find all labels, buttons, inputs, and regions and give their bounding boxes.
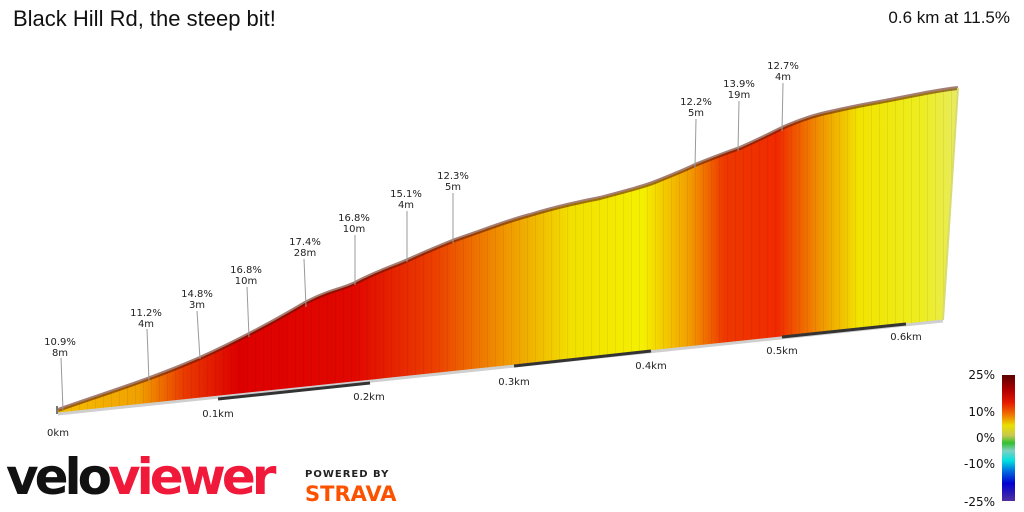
svg-text:4m: 4m: [398, 200, 414, 211]
legend-label: 0%: [975, 431, 995, 445]
powered-by-label: POWERED BY: [305, 469, 390, 480]
annotation: 15.1% 4m: [390, 189, 422, 211]
x-tick: 0.5km: [766, 346, 797, 357]
legend-label: -10%: [963, 457, 995, 471]
svg-text:19m: 19m: [728, 90, 750, 101]
annotation: 16.8% 10m: [338, 213, 370, 235]
legend-label: 10%: [968, 405, 995, 419]
annotation: 11.2% 4m: [130, 308, 162, 330]
x-tick: 0.6km: [890, 332, 921, 343]
svg-text:16.8%: 16.8%: [338, 213, 370, 224]
annotation: 16.8% 10m: [230, 265, 262, 287]
svg-text:4m: 4m: [138, 319, 154, 330]
annotation: 12.3% 5m: [437, 171, 469, 193]
svg-text:12.3%: 12.3%: [437, 171, 469, 182]
svg-text:5m: 5m: [445, 182, 461, 193]
x-tick: 0.4km: [635, 361, 666, 372]
profile-ridge: [57, 86, 959, 412]
svg-text:13.9%: 13.9%: [723, 79, 755, 90]
svg-text:15.1%: 15.1%: [390, 189, 422, 200]
annotation: 17.4% 28m: [289, 237, 321, 259]
svg-text:12.7%: 12.7%: [767, 61, 799, 72]
annotation: 13.9% 19m: [723, 79, 755, 101]
veloviewer-logo[interactable]: veloviewer: [6, 448, 276, 506]
svg-text:28m: 28m: [294, 248, 316, 259]
svg-text:10.9%: 10.9%: [44, 337, 76, 348]
svg-text:8m: 8m: [52, 348, 68, 359]
x-tick: 0.3km: [498, 377, 529, 388]
svg-text:10m: 10m: [235, 276, 257, 287]
svg-text:11.2%: 11.2%: [130, 308, 162, 319]
legend-color-bar: [1002, 375, 1015, 501]
x-tick: 0.1km: [202, 409, 233, 420]
svg-text:16.8%: 16.8%: [230, 265, 262, 276]
segment-summary: 0.6 km at 11.5%: [888, 8, 1010, 27]
strava-logo[interactable]: STRAVA: [305, 482, 397, 506]
svg-text:5m: 5m: [688, 108, 704, 119]
x-tick: 0km: [47, 428, 69, 439]
annotation: 12.2% 5m: [680, 97, 712, 119]
svg-text:14.8%: 14.8%: [181, 289, 213, 300]
annotation: 12.7% 4m: [767, 61, 799, 83]
annotation: 10.9% 8m: [44, 337, 76, 359]
page-title: Black Hill Rd, the steep bit!: [13, 6, 276, 31]
legend-label: 25%: [968, 368, 995, 382]
svg-text:4m: 4m: [775, 72, 791, 83]
svg-text:12.2%: 12.2%: [680, 97, 712, 108]
svg-text:17.4%: 17.4%: [289, 237, 321, 248]
legend-label: -25%: [963, 495, 995, 509]
svg-text:10m: 10m: [343, 224, 365, 235]
x-tick: 0.2km: [353, 392, 384, 403]
svg-text:3m: 3m: [189, 300, 205, 311]
annotation: 14.8% 3m: [181, 289, 213, 311]
